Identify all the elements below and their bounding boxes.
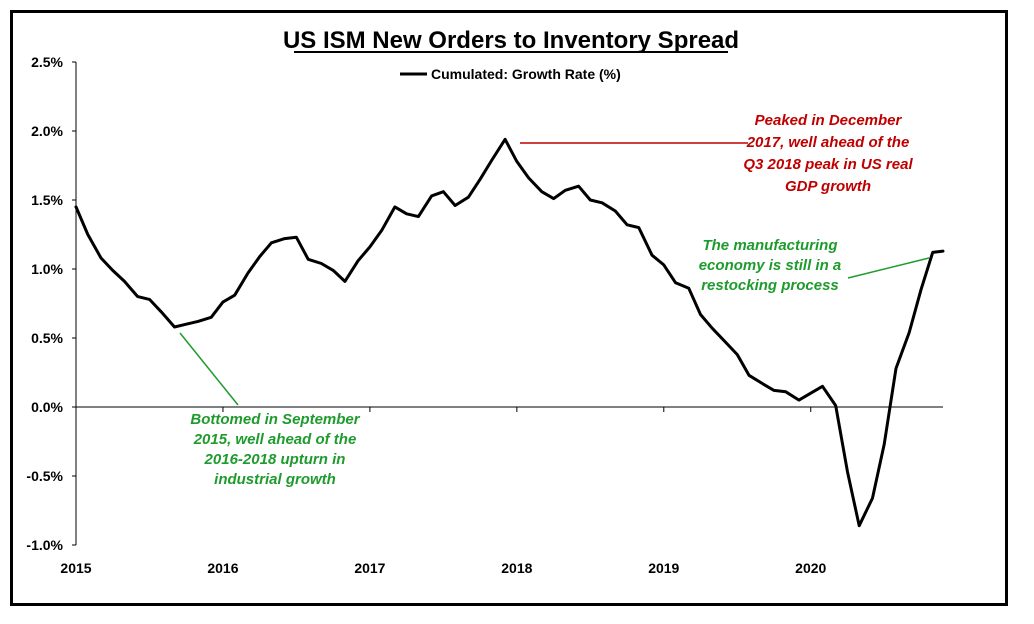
legend: Cumulated: Growth Rate (%) [400,66,621,82]
annotation-line: 2016-2018 upturn in [204,451,346,468]
annotation-line: GDP growth [785,178,871,195]
y-tick-label: 0.5% [31,330,63,346]
annotation-line: economy is still in a [699,257,842,274]
annotation-line: Q3 2018 peak in US real [743,156,913,173]
annotations: Peaked in December 2017, well ahead of th… [190,112,913,488]
y-tick-label: 1.5% [31,192,63,208]
x-tick-label: 2015 [60,560,91,576]
y-tick-label: 0.0% [31,399,63,415]
annotation-connector-restocking [847,257,930,279]
series-line [74,137,945,528]
legend-label: Cumulated: Growth Rate (%) [431,66,621,82]
annotation-bottom: Bottomed in September 2015, well ahead of… [190,411,360,488]
y-tick-label: 1.0% [31,261,63,277]
y-tick-label: -1.0% [26,537,63,553]
x-tick-label: 2017 [354,560,385,576]
x-tick-label: 2020 [795,560,826,576]
axes: -1.0% -0.5% 0.0% 0.5% 1.0% 1.5% 2.0% 2.5% 2015 20… [26,54,943,576]
annotation-restocking: The manufacturing economy is still in a re… [699,237,842,294]
annotation-line: Bottomed in September [190,411,360,428]
chart-frame [10,10,1008,606]
x-tick-label: 2018 [501,560,532,576]
annotation-line: restocking process [701,277,839,294]
chart-title: US ISM New Orders to Inventory Spread [283,27,739,54]
x-tick-label: 2019 [648,560,679,576]
annotation-line: 2017, well ahead of the [746,134,910,151]
x-tick-label: 2016 [207,560,238,576]
annotation-peak: Peaked in December 2017, well ahead of th… [743,112,913,195]
annotation-connectors [179,142,930,406]
annotation-line: 2015, well ahead of the [193,431,357,448]
annotation-line: industrial growth [214,471,336,488]
y-tick-label: 2.0% [31,123,63,139]
annotation-line: Peaked in December [755,112,903,129]
series-layer [74,137,945,528]
y-tick-label: 2.5% [31,54,63,70]
annotation-connector-bottom [179,332,239,406]
y-tick-label: -0.5% [26,468,63,484]
annotation-line: The manufacturing [702,237,837,254]
